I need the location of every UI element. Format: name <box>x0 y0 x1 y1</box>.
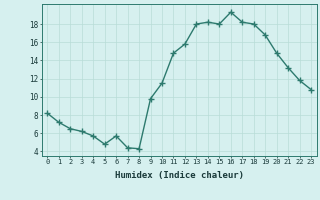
X-axis label: Humidex (Indice chaleur): Humidex (Indice chaleur) <box>115 171 244 180</box>
